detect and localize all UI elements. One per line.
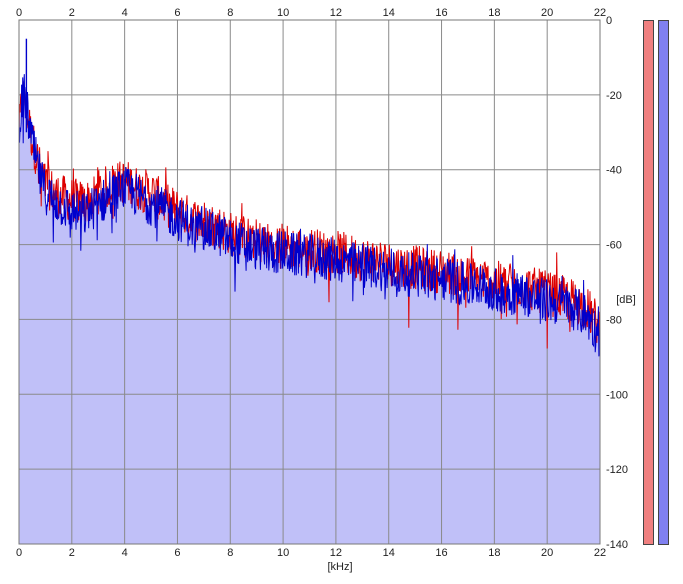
spectrum-fill-area	[19, 74, 600, 544]
x-tick-label-top: 2	[69, 7, 75, 19]
x-tick-label-bottom: 4	[122, 547, 128, 559]
y-ticks-right: 0 -20 -40 -60 -80 -100 -120 -140	[606, 15, 628, 551]
y-tick-label: 0	[606, 15, 612, 27]
x-tick-label-bottom: 0	[16, 547, 22, 559]
y-tick-label: -140	[606, 539, 628, 551]
x-tick-label-top: 22	[594, 7, 606, 19]
x-tick-label-bottom: 8	[227, 547, 233, 559]
series-right-line	[18, 74, 601, 357]
x-tick-label-bottom: 10	[277, 547, 289, 559]
y-tick-label: -100	[606, 389, 628, 401]
y-tick-label: -80	[606, 314, 622, 326]
x-tick-label-bottom: 2	[69, 547, 75, 559]
x-tick-label-top: 18	[488, 7, 500, 19]
x-tick-label-top: 8	[227, 7, 233, 19]
x-tick-label-bottom: 18	[488, 547, 500, 559]
y-tick-label: -60	[606, 240, 622, 252]
x-tick-label-top: 4	[122, 7, 128, 19]
x-axis-label: [kHz]	[327, 561, 352, 573]
x-tick-label-top: 10	[277, 7, 289, 19]
x-tick-label-top: 12	[330, 7, 342, 19]
x-ticks-top: 0 2 4 6 8 10 12 14 16 18 20 22	[16, 7, 606, 19]
x-tick-label-bottom: 6	[174, 547, 180, 559]
x-tick-label-top: 16	[435, 7, 447, 19]
x-tick-label-bottom: 16	[435, 547, 447, 559]
x-tick-label-top: 6	[174, 7, 180, 19]
x-tick-label-bottom: 12	[330, 547, 342, 559]
x-tick-label-top: 0	[16, 7, 22, 19]
y-tick-label: -120	[606, 464, 628, 476]
x-tick-label-bottom: 14	[383, 547, 395, 559]
x-tick-label-bottom: 20	[541, 547, 553, 559]
y-axis-label: [dB]	[616, 294, 636, 306]
x-tick-label-top: 14	[383, 7, 395, 19]
level-meter-left	[643, 20, 654, 545]
level-meter-right	[658, 20, 669, 545]
x-tick-label-bottom: 22	[594, 547, 606, 559]
x-tick-label-top: 20	[541, 7, 553, 19]
plot-frame	[18, 19, 601, 545]
y-tick-label: -20	[606, 90, 622, 102]
y-tick-label: -40	[606, 165, 622, 177]
x-ticks-bottom: 0 2 4 6 8 10 12 14 16 18 20 22	[16, 547, 606, 559]
